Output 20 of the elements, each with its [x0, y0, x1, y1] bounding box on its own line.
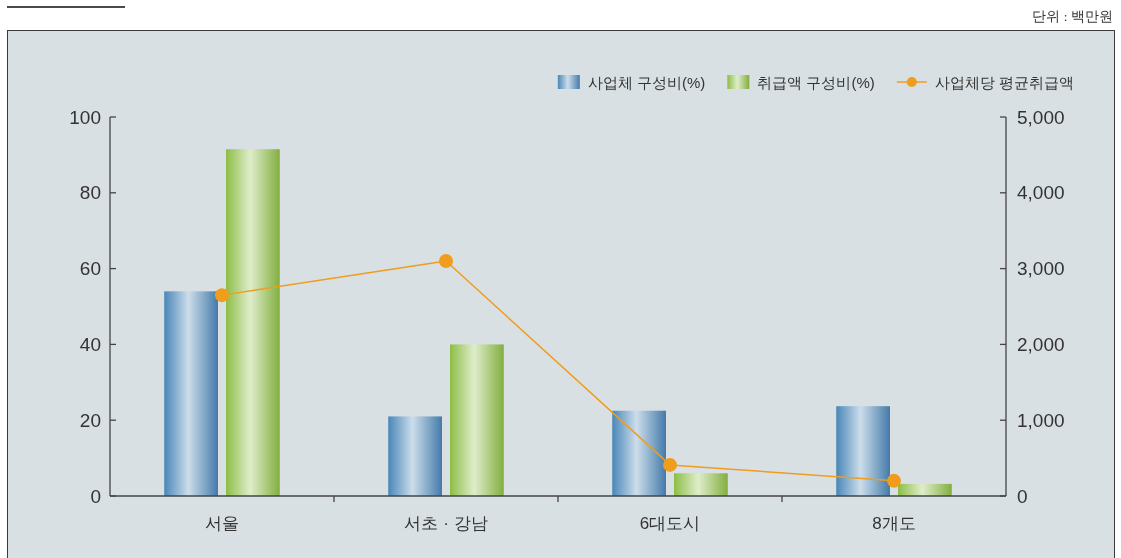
legend-label: 취급액 구성비(%): [757, 73, 875, 91]
legend-label: 사업체 구성비(%): [587, 73, 706, 91]
x-tick-label: 6대도시: [639, 514, 701, 533]
y-tick-label: 100: [69, 106, 101, 128]
y-tick-label: 20: [79, 409, 101, 431]
x-tick-label: 서울: [205, 514, 239, 533]
x-tick-label: 서초 · 강남: [404, 514, 488, 533]
y2-tick-label: 1,000: [1017, 409, 1065, 431]
x-tick-label: 8개도: [872, 514, 916, 533]
y2-tick-label: 3,000: [1017, 258, 1065, 280]
y2-tick-label: 0: [1017, 485, 1028, 507]
y2-tick-label: 5,000: [1017, 106, 1065, 128]
y-tick-label: 0: [90, 485, 101, 507]
y-tick-label: 80: [79, 182, 101, 204]
y2-tick-label: 4,000: [1017, 182, 1065, 204]
y-tick-label: 40: [79, 333, 101, 355]
y-tick-label: 60: [79, 258, 101, 280]
y2-tick-label: 2,000: [1017, 333, 1065, 355]
annotation: 단위 : 백만원: [1032, 9, 1113, 24]
legend-label: 사업체당 평균취급액: [934, 73, 1074, 91]
